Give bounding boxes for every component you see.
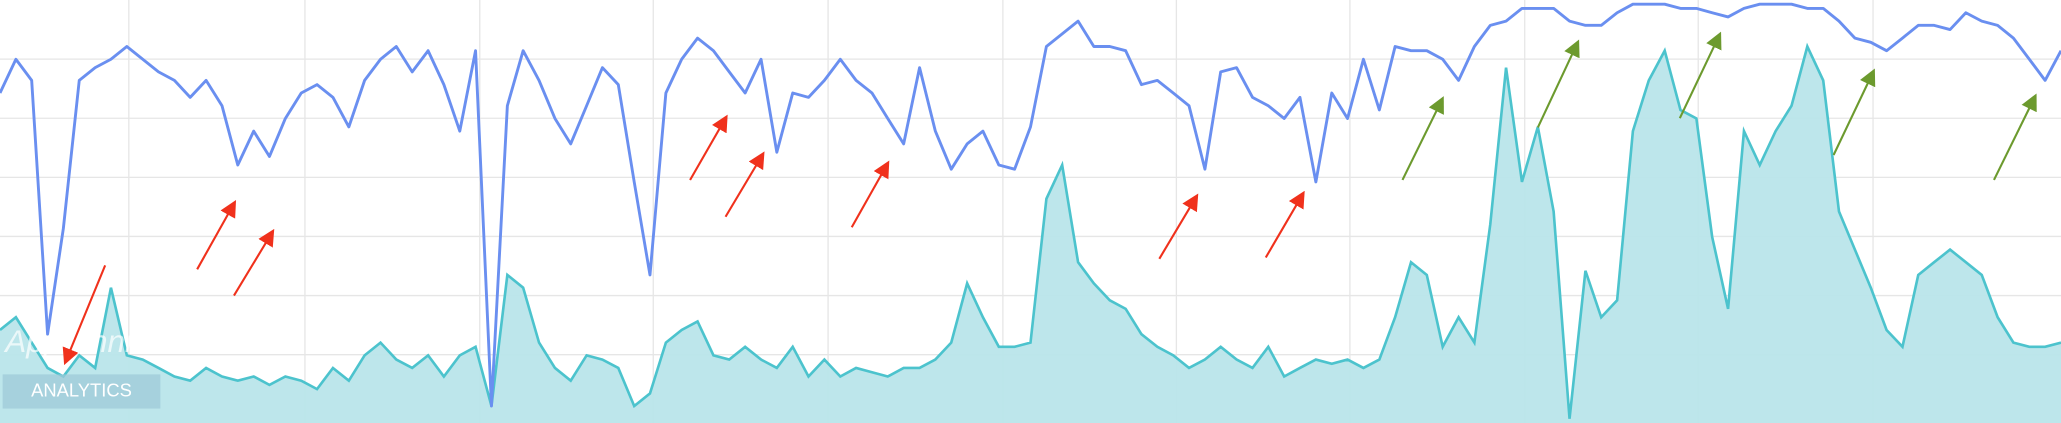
watermark-subtitle: ANALYTICS xyxy=(31,380,132,401)
arrow xyxy=(1993,93,2037,181)
arrow xyxy=(724,151,765,218)
arrow xyxy=(1158,193,1199,260)
annotations xyxy=(62,31,2037,366)
arrow xyxy=(1536,39,1580,128)
arrow xyxy=(850,160,890,228)
watermark-box xyxy=(2,374,161,409)
arrow xyxy=(196,199,237,270)
arrow xyxy=(689,114,728,181)
arrow xyxy=(1678,31,1722,119)
arrow xyxy=(1832,68,1876,156)
line xyxy=(0,2,2061,408)
arrow xyxy=(233,228,275,297)
watermark: App Annie ANALYTICS xyxy=(2,323,161,409)
area xyxy=(0,46,2061,423)
watermark-title: App Annie xyxy=(3,323,149,359)
area-line xyxy=(0,42,2061,419)
arrow xyxy=(62,264,107,366)
arrow xyxy=(1401,96,1444,181)
arrow xyxy=(1264,190,1305,259)
